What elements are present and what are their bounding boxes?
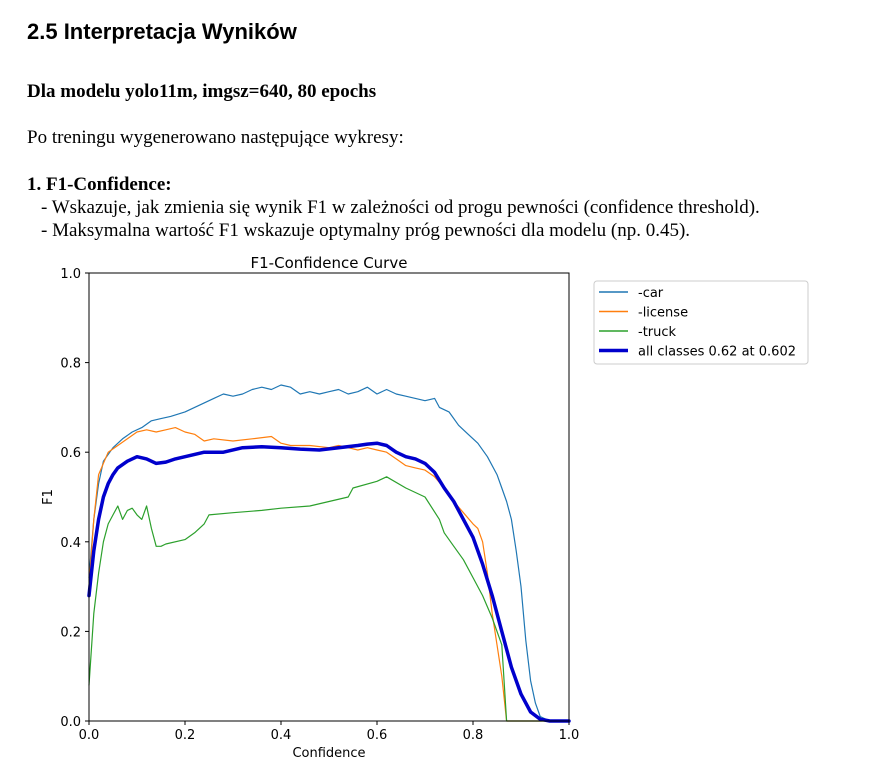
section-heading: 2.5 Interpretacja Wyników [27, 19, 297, 44]
list-item-title: 1. F1-Confidence: [27, 174, 172, 195]
y-tick-label: 1.0 [60, 267, 81, 282]
x-tick-label: 0.6 [367, 728, 388, 743]
legend-label: -truck [638, 325, 677, 340]
y-tick-label: 0.4 [60, 536, 81, 551]
series-line-4 [87, 441, 571, 723]
plot-series-group [87, 384, 571, 723]
y-tick-label: 0.2 [60, 625, 81, 640]
y-tick-label: 0.8 [60, 357, 81, 372]
legend-label: -license [638, 306, 688, 321]
bullet-item: - Wskazuje, jak zmienia się wynik F1 w z… [41, 197, 760, 218]
legend: -car -license -truck all classes 0.62 at 0.… [593, 280, 809, 365]
x-axis: 0.0 0.2 0.4 0.6 0.8 1.0 [79, 721, 580, 743]
chart-title: F1-Confidence Curve [251, 254, 408, 272]
legend-label: all classes 0.62 at 0.602 [638, 345, 796, 360]
x-tick-label: 0.0 [79, 728, 100, 743]
bullet-item: - Maksymalna wartość F1 wskazuje optymal… [41, 220, 691, 241]
intro-paragraph: Po treningu wygenerowano następujące wyk… [27, 127, 404, 148]
legend-label: -car [638, 286, 664, 301]
series-line-2 [88, 427, 570, 722]
x-tick-label: 1.0 [559, 728, 580, 743]
x-tick-label: 0.4 [271, 728, 292, 743]
y-tick-label: 0.6 [60, 446, 81, 461]
legend-box [593, 280, 809, 365]
series-line-1 [88, 384, 570, 722]
x-tick-label: 0.8 [463, 728, 484, 743]
x-axis-label: Confidence [292, 746, 365, 761]
model-description: Dla modelu yolo11m, imgsz=640, 80 epochs [27, 81, 377, 102]
y-axis-label: F1 [41, 489, 56, 505]
f1-confidence-chart: F1-Confidence Curve 0.0 0.2 0.4 0.6 0.8 1.0 0… [41, 254, 809, 761]
y-tick-label: 0.0 [60, 715, 81, 730]
x-tick-label: 0.2 [175, 728, 196, 743]
y-axis: 0.0 0.2 0.4 0.6 0.8 1.0 [60, 267, 89, 730]
series-line-3 [88, 476, 570, 722]
plot-frame [88, 272, 570, 722]
